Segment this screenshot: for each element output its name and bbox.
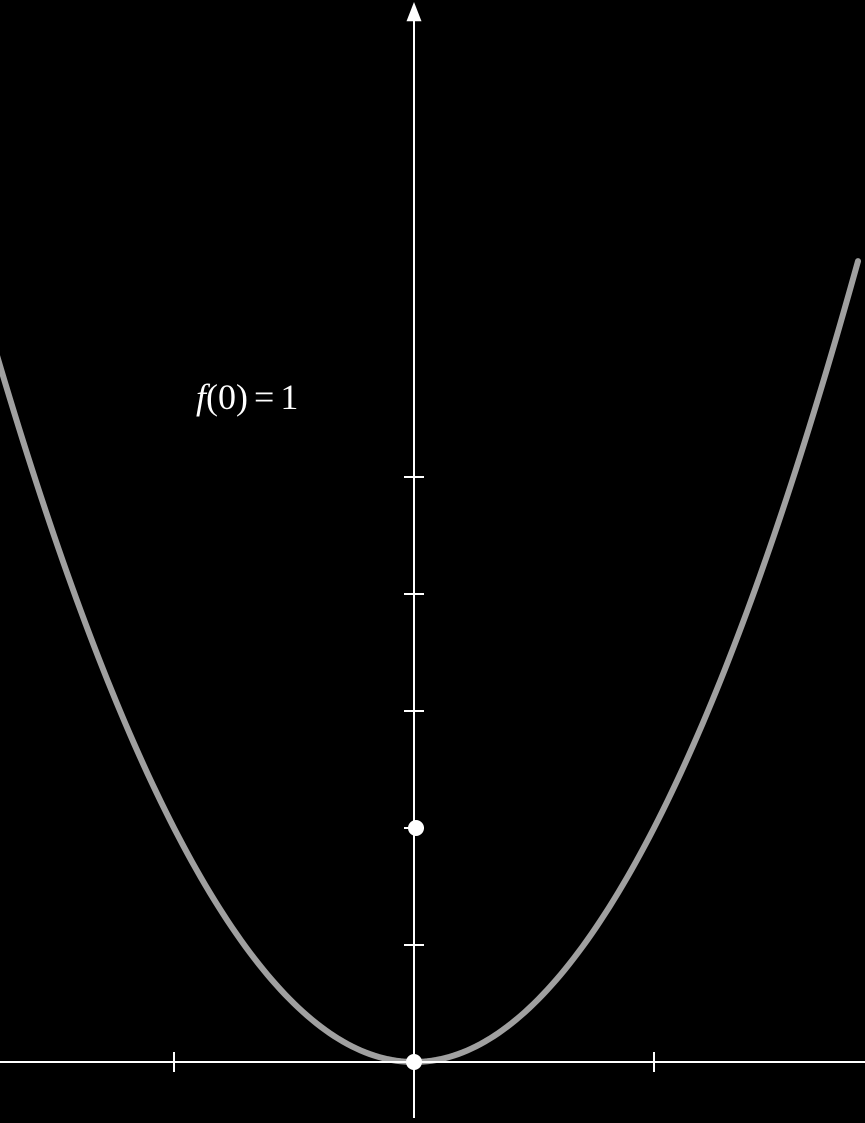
annotation-eq: = <box>254 377 274 417</box>
annotation-text: f(0)=1 <box>196 377 298 417</box>
annotation-arg: 0 <box>218 377 236 417</box>
annotation-rparen: ) <box>236 377 248 417</box>
annotation-lparen: ( <box>206 377 218 417</box>
chart-svg <box>0 0 865 1118</box>
annotation-val: 1 <box>280 377 298 417</box>
chart-container <box>0 0 865 1118</box>
annotation-f: f <box>196 377 206 417</box>
annotation-label: f(0)=1 <box>196 376 298 418</box>
